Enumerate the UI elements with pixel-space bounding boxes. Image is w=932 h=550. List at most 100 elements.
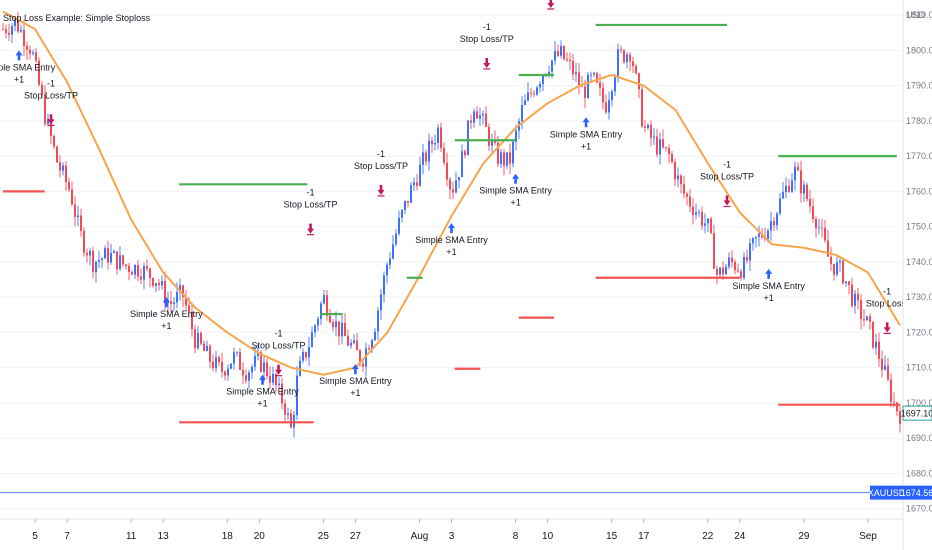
- candle-body: [626, 54, 628, 63]
- candle-body: [305, 351, 307, 358]
- date-tick-label: 8: [513, 531, 519, 542]
- exit-arrow-icon: [483, 57, 491, 68]
- candle-body: [860, 300, 862, 320]
- candle-body: [866, 316, 868, 321]
- entry-arrow-icon: [15, 50, 23, 61]
- candle-body: [890, 379, 892, 402]
- candle-body: [839, 260, 841, 263]
- candle-body: [836, 262, 838, 275]
- date-axis[interactable]: 5 7 11 13 18 20 25 27 Aug 3 8 10 15 17 22 24 29 Sep: [0, 518, 903, 542]
- candle-body: [440, 127, 442, 148]
- candle-body: [680, 175, 682, 185]
- candle-body: [272, 374, 274, 383]
- candle-body: [608, 100, 610, 113]
- candle-body: [845, 281, 847, 284]
- candle-body: [254, 355, 256, 367]
- candle-body: [824, 227, 826, 241]
- exit-arrow-icon: [723, 195, 731, 206]
- candle-body: [29, 49, 31, 54]
- date-tick-label: 15: [606, 531, 618, 542]
- candle-body: [794, 166, 796, 181]
- last-price-tag-bg: [902, 405, 932, 421]
- candle-body: [143, 266, 145, 280]
- price-axis[interactable]: 1810.00 1800.00 1790.00 1780.00 1770.00 1760.…: [868, 0, 932, 550]
- candle-body: [521, 104, 523, 122]
- candle-body: [611, 91, 613, 101]
- candle-body: [515, 130, 517, 142]
- candle-body: [590, 74, 592, 76]
- symbol-tag-bg: [870, 485, 903, 500]
- candle-body: [548, 71, 550, 74]
- date-tick-label: 24: [734, 531, 746, 542]
- candle-body: [275, 374, 277, 386]
- entry-qty: +1: [350, 388, 360, 398]
- exit-qty: -1: [307, 188, 315, 198]
- candle-body: [245, 375, 247, 381]
- entry-qty: +1: [446, 247, 456, 257]
- candle-body: [668, 147, 670, 155]
- candle-body: [491, 139, 493, 146]
- exit-label: Stop Loss/TP: [700, 171, 754, 181]
- exit-signal: -1 Stop Loss/: [866, 286, 909, 335]
- exit-signal: -1 Stop Loss/TP: [284, 188, 338, 236]
- exit-signal: -1 Stop Loss/TP: [251, 329, 306, 377]
- candle-body: [557, 51, 559, 56]
- candle-body: [197, 332, 199, 349]
- candle-body: [422, 152, 424, 165]
- candle-body: [605, 102, 607, 113]
- exit-arrow-icon: [377, 184, 385, 195]
- candle-body: [113, 251, 115, 253]
- candle-body: [731, 257, 733, 262]
- candle-body: [614, 77, 616, 92]
- candle-body: [446, 162, 448, 180]
- candle-body: [278, 383, 280, 386]
- candle-body: [740, 271, 742, 278]
- candle-body: [119, 255, 121, 270]
- date-tick-label: 17: [638, 531, 650, 542]
- candle-body: [887, 365, 889, 380]
- candle-body: [779, 198, 781, 214]
- candle-body: [695, 212, 697, 215]
- candle-body: [572, 60, 574, 75]
- candle-body: [809, 199, 811, 207]
- candle-body: [329, 315, 331, 323]
- candle-body: [299, 360, 301, 376]
- candle-body: [383, 275, 385, 295]
- price-tick-label: 1790.00: [906, 81, 932, 91]
- candle-body: [488, 126, 490, 146]
- entry-qty: +1: [14, 74, 24, 84]
- candle-body: [851, 284, 853, 306]
- entry-signal: Simple SMA Entry +1: [415, 223, 488, 257]
- candle-body: [620, 49, 622, 51]
- candle-body: [536, 87, 538, 95]
- candle-body: [80, 215, 82, 231]
- candle-body: [149, 268, 151, 279]
- candle-body: [389, 258, 391, 265]
- candle-body: [596, 73, 598, 83]
- candle-body: [716, 268, 718, 275]
- candle-body: [848, 281, 850, 285]
- candle-body: [131, 272, 133, 275]
- candle-body: [755, 236, 757, 239]
- entry-label: Simple SMA Entry: [226, 387, 299, 397]
- exit-arrow-icon: [547, 0, 555, 8]
- entry-label: Simple SMA Entry: [415, 235, 488, 245]
- candle-body: [284, 403, 286, 415]
- candle-body: [89, 250, 91, 256]
- entry-signal: Simple SMA Entry +1: [732, 268, 805, 303]
- candle-body: [239, 352, 241, 370]
- date-tick-label: 18: [222, 531, 234, 542]
- candle-body: [791, 180, 793, 192]
- candle-body: [374, 331, 376, 341]
- exit-arrow-icon: [883, 322, 891, 333]
- candle-body: [95, 261, 97, 273]
- exit-label: Stop Loss/TP: [251, 341, 305, 351]
- entry-arrow-icon: [765, 268, 773, 279]
- candle-body: [146, 266, 148, 269]
- date-tick-label: 20: [254, 531, 266, 542]
- candle-body: [641, 89, 643, 127]
- candle-body: [485, 113, 487, 127]
- candle-body: [242, 369, 244, 376]
- candle-body: [134, 265, 136, 275]
